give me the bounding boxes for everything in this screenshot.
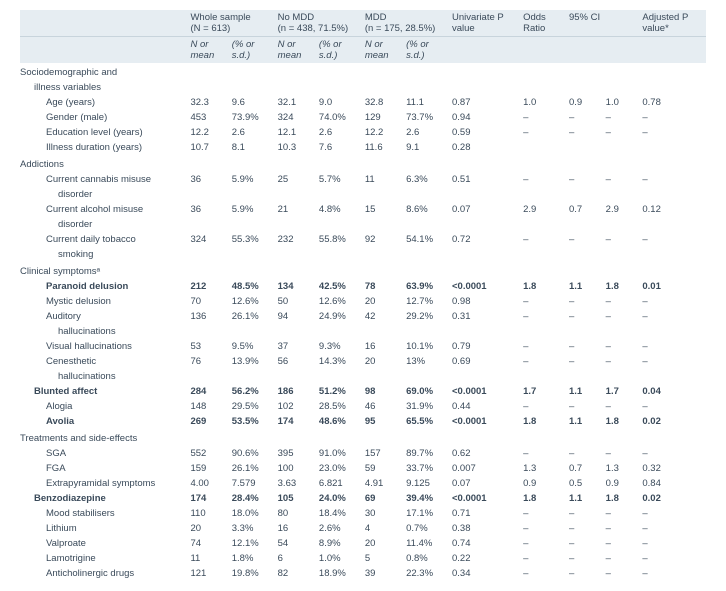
table-row: Alogia14829.5%10228.5%4631.9%0.44–––– (20, 399, 706, 414)
table-row: Anticholinergic drugs12119.8%8218.9%3922… (20, 566, 706, 581)
sub-p3: (% or s.d.) (406, 39, 429, 61)
table-row: Visual hallucinations539.5%379.3%1610.1%… (20, 339, 706, 354)
sub-p2: (% or s.d.) (319, 39, 342, 61)
table-row: Valproate7412.1%548.9%2011.4%0.74–––– (20, 536, 706, 551)
row-label: Benzodiazepine (20, 491, 187, 506)
sub-n3: N or mean (365, 39, 389, 61)
row-label-cont: disorder (20, 187, 187, 202)
table-body: Sociodemographic andillness variablesAge… (20, 63, 706, 581)
table-row: Benzodiazepine17428.4%10524.0%6939.4%<0.… (20, 491, 706, 506)
section-title-cont: illness variables (20, 80, 706, 95)
table-row: Lamotrigine111.8%61.0%50.8%0.22–––– (20, 551, 706, 566)
row-label: Lithium (20, 521, 187, 536)
row-label-cont: smoking (20, 247, 187, 262)
row-label: Current cannabis misuse (20, 172, 187, 187)
hdr-mdd: MDD (365, 12, 387, 23)
table-row: Cenesthetic7613.9%5614.3%2013%0.69–––– (20, 354, 706, 369)
row-label: Current alcohol misuse (20, 202, 187, 217)
data-table: Whole sample(N = 613) No MDD(n = 438, 71… (20, 10, 706, 581)
row-label: FGA (20, 461, 187, 476)
row-label: Illness duration (years) (20, 140, 187, 155)
table-row: Illness duration (years)10.78.110.37.611… (20, 140, 706, 155)
sub-p1: (% or s.d.) (232, 39, 255, 61)
table-row: Gender (male)45373.9%32474.0%12973.7%0.9… (20, 110, 706, 125)
table-row: Paranoid delusion21248.5%13442.5%7863.9%… (20, 279, 706, 294)
hdr-whole-sub: (N = 613) (190, 23, 230, 34)
section-title: Treatments and side-effects (20, 429, 706, 446)
row-label: SGA (20, 446, 187, 461)
table-row: Mood stabilisers11018.0%8018.4%3017.1%0.… (20, 506, 706, 521)
row-label-cont: disorder (20, 217, 187, 232)
row-label: Mystic delusion (20, 294, 187, 309)
hdr-whole: Whole sample (190, 12, 250, 23)
hdr-univariate: Univariate P value (452, 12, 504, 34)
table-row: SGA55290.6%39591.0%15789.7%0.62–––– (20, 446, 706, 461)
table-row: Mystic delusion7012.6%5012.6%2012.7%0.98… (20, 294, 706, 309)
section-title: Clinical symptomsᵃ (20, 262, 706, 279)
section-title: Sociodemographic and (20, 63, 706, 80)
table-row: Education level (years)12.22.612.12.612.… (20, 125, 706, 140)
hdr-odds: Odds Ratio (523, 12, 546, 34)
hdr-nomdd: No MDD (278, 12, 314, 23)
row-label: Visual hallucinations (20, 339, 187, 354)
table-row: Current cannabis misuse365.9%255.7%116.3… (20, 172, 706, 187)
section-title: Addictions (20, 155, 706, 172)
row-label: Paranoid delusion (20, 279, 187, 294)
row-label: Mood stabilisers (20, 506, 187, 521)
table-row: Lithium203.3%162.6%40.7%0.38–––– (20, 521, 706, 536)
row-label-cont: hallucinations (20, 369, 187, 384)
hdr-adjusted: Adjusted P value* (642, 12, 688, 34)
table-row: Current alcohol misuse365.9%214.8%158.6%… (20, 202, 706, 217)
row-label-cont: hallucinations (20, 324, 187, 339)
table-row: FGA15926.1%10023.0%5933.7%0.0071.30.71.3… (20, 461, 706, 476)
row-label: Education level (years) (20, 125, 187, 140)
row-label: Alogia (20, 399, 187, 414)
row-label: Extrapyramidal symptoms (20, 476, 187, 491)
row-label: Age (years) (20, 95, 187, 110)
row-label: Cenesthetic (20, 354, 187, 369)
row-label: Anticholinergic drugs (20, 566, 187, 581)
row-label: Auditory (20, 309, 187, 324)
table-row: Blunted affect28456.2%18651.2%9869.0%<0.… (20, 384, 706, 399)
hdr-nomdd-sub: (n = 438, 71.5%) (278, 23, 349, 34)
sub-n1: N or mean (190, 39, 214, 61)
table-row: Avolia26953.5%17448.6%9565.5%<0.00011.81… (20, 414, 706, 429)
hdr-ci: 95% CI (569, 12, 600, 23)
row-label: Lamotrigine (20, 551, 187, 566)
table-row: Extrapyramidal symptoms4.007.5793.636.82… (20, 476, 706, 491)
row-label: Valproate (20, 536, 187, 551)
row-label: Blunted affect (20, 384, 187, 399)
table-header: Whole sample(N = 613) No MDD(n = 438, 71… (20, 10, 706, 63)
row-label: Gender (male) (20, 110, 187, 125)
row-label: Avolia (20, 414, 187, 429)
hdr-mdd-sub: (n = 175, 28.5%) (365, 23, 436, 34)
row-label: Current daily tobacco (20, 232, 187, 247)
table-row: Auditory13626.1%9424.9%4229.2%0.31–––– (20, 309, 706, 324)
table-row: Current daily tobacco32455.3%23255.8%925… (20, 232, 706, 247)
sub-n2: N or mean (278, 39, 302, 61)
table-row: Age (years)32.39.632.19.032.811.10.871.0… (20, 95, 706, 110)
